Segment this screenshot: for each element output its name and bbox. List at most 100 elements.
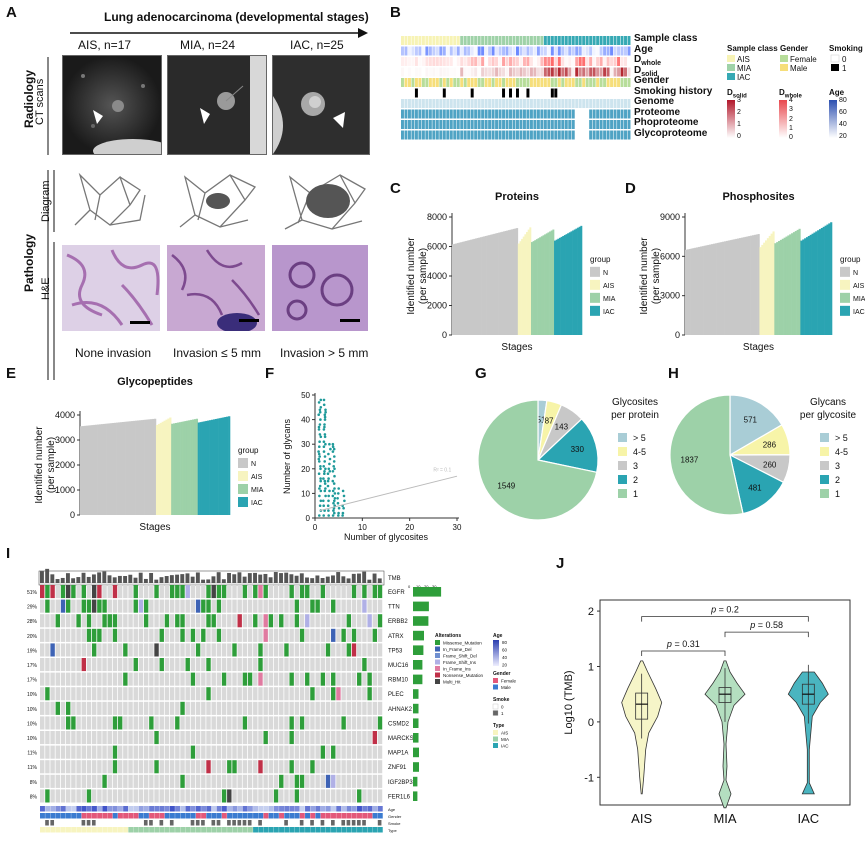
pie-legend-label: 4-5 bbox=[835, 447, 848, 457]
oncoplot-cell bbox=[221, 745, 227, 759]
sample-track-cell bbox=[320, 806, 326, 812]
oncoplot-cell bbox=[232, 716, 237, 730]
oncoplot-cell bbox=[227, 599, 232, 613]
oncoplot-cell bbox=[253, 731, 258, 745]
sample-track-cell bbox=[190, 806, 196, 812]
heatmap-cell bbox=[589, 57, 593, 66]
heatmap-cell bbox=[484, 130, 488, 140]
track-label: Type bbox=[388, 828, 397, 833]
legend-gender-female: Female bbox=[790, 55, 817, 64]
smoke-label: 0 bbox=[501, 705, 504, 710]
oncoplot-cell bbox=[315, 658, 320, 672]
sample-track-cell bbox=[211, 820, 216, 826]
heatmap-cell bbox=[564, 120, 568, 129]
scatter-point bbox=[329, 447, 332, 451]
heatmap-cell bbox=[488, 36, 492, 45]
trend-line bbox=[319, 475, 458, 512]
oncoplot-cell bbox=[97, 628, 102, 642]
oncoplot-cell bbox=[341, 731, 346, 745]
oncoplot-cell bbox=[367, 658, 372, 672]
tmb-bar bbox=[377, 578, 382, 583]
bar bbox=[809, 234, 812, 335]
sample-track-cell bbox=[346, 806, 352, 812]
sample-track-cell bbox=[65, 806, 71, 812]
y-tick-label: 6000 bbox=[427, 242, 447, 252]
oncoplot-cell bbox=[55, 774, 61, 788]
heatmap-cell bbox=[456, 130, 460, 140]
heatmap-cell bbox=[613, 67, 617, 77]
heatmap-cell bbox=[453, 120, 457, 129]
gene-freq-bar bbox=[413, 630, 424, 641]
oncoplot-cell bbox=[372, 716, 378, 730]
oncoplot-cell bbox=[336, 643, 341, 657]
oncoplot-cell bbox=[180, 716, 185, 730]
oncoplot-cell bbox=[227, 585, 232, 599]
sample-track-cell bbox=[367, 813, 373, 819]
heatmap-cell bbox=[463, 36, 467, 45]
oncoplot-cell bbox=[232, 789, 237, 803]
scatter-point bbox=[341, 511, 345, 515]
oncoplot-cell bbox=[232, 643, 237, 657]
oncoplot-cell bbox=[247, 701, 253, 715]
heatmap-cell bbox=[460, 88, 464, 98]
heatmap-cell bbox=[414, 67, 418, 77]
violin-body bbox=[704, 660, 746, 809]
bar bbox=[207, 420, 210, 515]
scatter-point bbox=[327, 514, 330, 517]
oncoplot-cell bbox=[346, 774, 352, 788]
bar bbox=[452, 244, 454, 335]
heatmap-cell bbox=[401, 67, 404, 77]
oncoplot-cell bbox=[362, 789, 367, 803]
tmb-bar bbox=[97, 572, 102, 583]
oncoplot-cell bbox=[81, 672, 86, 686]
oncoplot-cell bbox=[91, 774, 97, 788]
heatmap-cell bbox=[617, 36, 621, 45]
bar bbox=[479, 237, 482, 335]
heatmap-row-label: Dsolid bbox=[634, 64, 658, 78]
oncoplot-cell bbox=[211, 789, 216, 803]
heatmap-cell bbox=[568, 57, 572, 66]
scatter-point bbox=[331, 494, 335, 498]
heatmap-cell bbox=[463, 57, 467, 66]
bar bbox=[114, 422, 117, 515]
bar bbox=[110, 423, 113, 515]
sample-track-cell bbox=[40, 827, 45, 833]
heatmap-cell bbox=[425, 57, 429, 66]
oncoplot-cell bbox=[325, 760, 331, 774]
scatter-point bbox=[333, 455, 336, 458]
heatmap-cell bbox=[505, 130, 509, 140]
gene-percent: 10% bbox=[27, 721, 38, 727]
oncoplot-cell bbox=[325, 643, 331, 657]
sample-track-cell bbox=[320, 813, 326, 819]
heatmap-cell bbox=[627, 88, 631, 98]
diagram-label: Diagram bbox=[40, 180, 52, 222]
heatmap-cell bbox=[488, 120, 492, 129]
oncoplot-cell bbox=[237, 774, 242, 788]
heatmap-cell bbox=[540, 57, 544, 66]
oncoplot-cell bbox=[65, 628, 71, 642]
sample-track-cell bbox=[117, 820, 122, 826]
oncoplot-cell bbox=[362, 687, 367, 701]
oncoplot-cell bbox=[367, 701, 372, 715]
heatmap-cell bbox=[407, 99, 411, 108]
sample-track-cell bbox=[86, 820, 91, 826]
oncoplot-cell bbox=[341, 658, 346, 672]
sample-track-cell bbox=[71, 806, 77, 812]
oncoplot-cell bbox=[40, 585, 45, 599]
heatmap-cell bbox=[617, 57, 621, 66]
heatmap-cell bbox=[460, 120, 464, 129]
significance-bracket bbox=[724, 631, 809, 638]
heatmap-cell bbox=[550, 36, 554, 45]
oncoplot-cell bbox=[159, 672, 164, 686]
pie-slice-label: 286 bbox=[763, 440, 777, 449]
oncoplot-cell bbox=[377, 672, 383, 686]
sample-track-cell bbox=[268, 820, 273, 826]
heatmap-cell bbox=[442, 57, 446, 66]
alteration-label: Frame_Shift_Del bbox=[443, 654, 477, 659]
oncoplot-cell bbox=[138, 658, 144, 672]
y-tick-label: 2000 bbox=[427, 301, 447, 311]
violin-box bbox=[635, 692, 649, 720]
oncoplot-cell bbox=[336, 789, 341, 803]
oncoplot-cell bbox=[91, 687, 97, 701]
